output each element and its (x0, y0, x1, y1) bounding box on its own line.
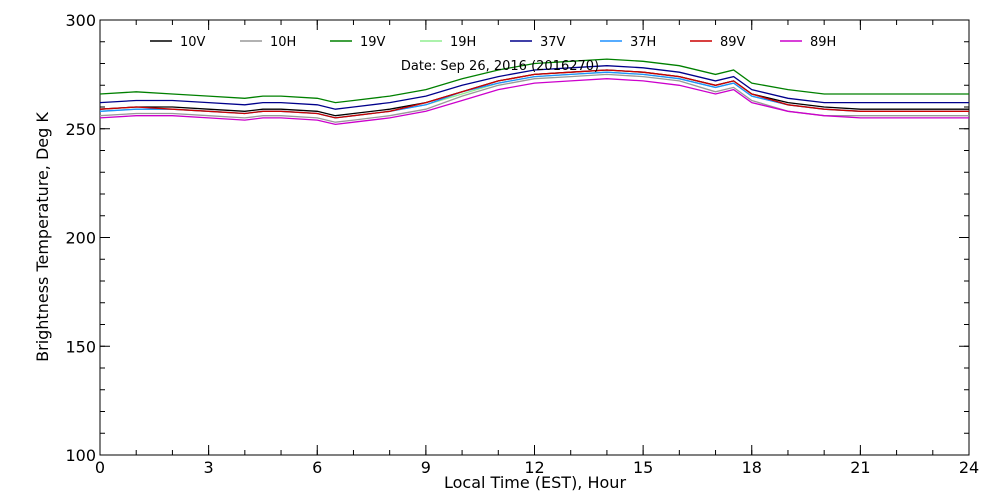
y-tick-label: 150 (65, 337, 96, 356)
legend-label-10h: 10H (270, 35, 296, 50)
legend: 10V 10H 19V 19H 37V 37H 89V 89H (150, 35, 836, 50)
series-line-19v (99, 58, 969, 104)
x-tick-label: 6 (312, 458, 322, 477)
legend-label-37h: 37H (630, 35, 656, 50)
y-tick-label: 100 (65, 446, 96, 465)
y-tick-label: 200 (65, 229, 96, 248)
chart-title: Date: Sep 26, 2016 (2016270) (401, 59, 599, 74)
x-tick-label: 9 (421, 458, 431, 477)
x-tick-label: 24 (959, 458, 979, 477)
y-axis: 100 150 200 250 300 (65, 11, 969, 465)
legend-label-89v: 89V (720, 35, 746, 50)
series-line-89v (99, 69, 969, 119)
x-tick-label: 18 (742, 458, 762, 477)
x-tick-label: 15 (633, 458, 653, 477)
y-axis-title: Brightness Temperature, Deg K (33, 112, 52, 362)
legend-label-10v: 10V (180, 35, 206, 50)
legend-label-89h: 89H (810, 35, 836, 50)
y-tick-label: 250 (65, 120, 96, 139)
series-line-37v (99, 65, 969, 110)
x-tick-label: 21 (850, 458, 870, 477)
legend-label-19h: 19H (450, 35, 476, 50)
plot-frame (99, 19, 970, 456)
x-axis: 0 3 6 9 12 15 18 21 24 (95, 20, 979, 477)
legend-label-19v: 19V (360, 35, 386, 50)
series-lines (99, 58, 969, 126)
series-line-89h (99, 78, 969, 126)
legend-label-37v: 37V (540, 35, 566, 50)
x-tick-label: 3 (204, 458, 214, 477)
x-tick-label: 0 (95, 458, 105, 477)
x-axis-title: Local Time (EST), Hour (444, 473, 626, 492)
y-tick-label: 300 (65, 11, 96, 30)
x-tick-label: 12 (524, 458, 544, 477)
